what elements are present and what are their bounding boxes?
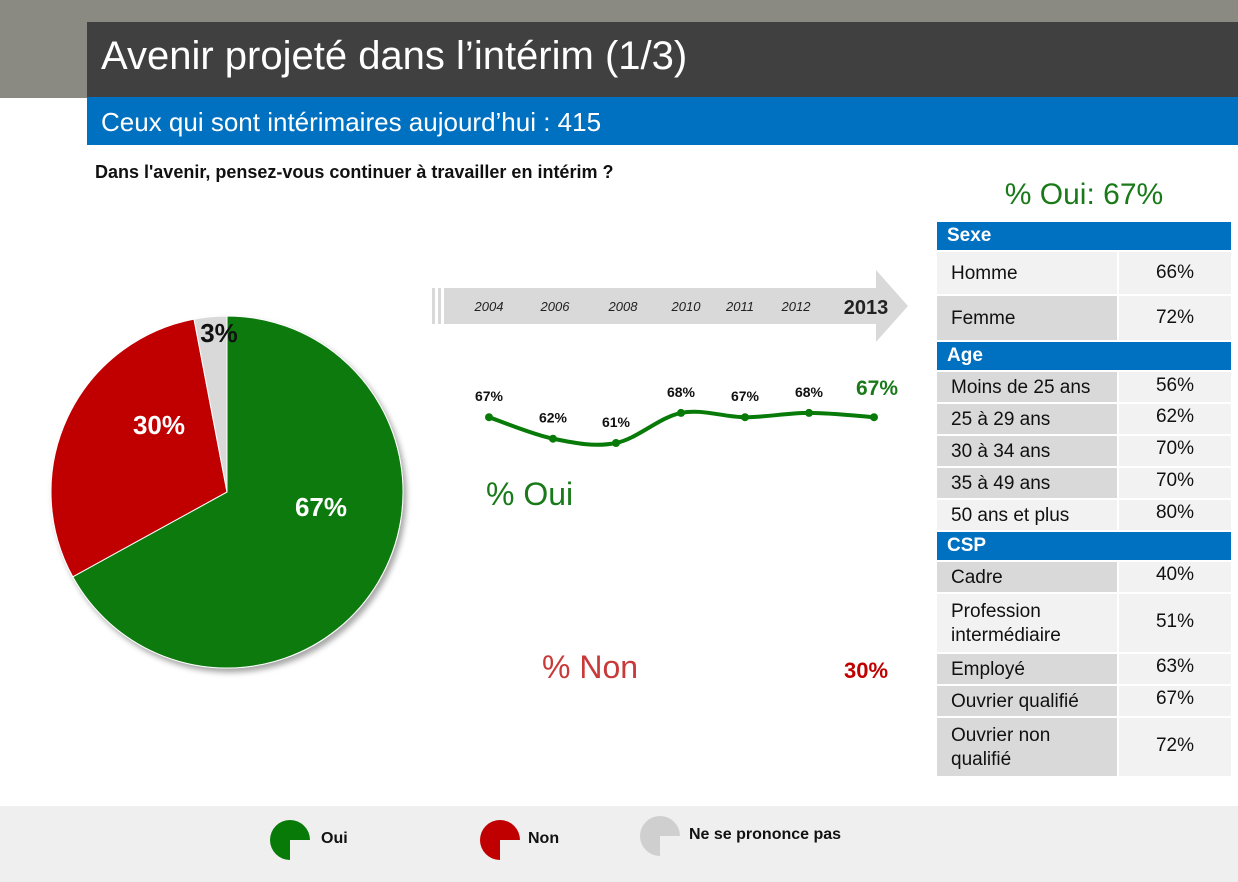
row-value: 70% [1155, 438, 1195, 459]
legend-non-label: Non [528, 830, 560, 847]
timeline-year-label: 2013 [844, 297, 889, 319]
timeline-arrow-stripe [432, 288, 435, 324]
table-row: 30 à 34 ans 70% [937, 436, 1231, 466]
pie-label: 3% [200, 318, 238, 348]
row-label-line2: intermédiaire [951, 625, 1061, 646]
oui-data-label: 68% [795, 384, 824, 400]
row-label: 30 à 34 ans [951, 441, 1051, 462]
table-row: Cadre 40% [937, 562, 1231, 592]
row-label: 35 à 49 ans [951, 473, 1051, 494]
oui-data-label: 62% [539, 410, 568, 426]
oui-series-name: % Oui [486, 476, 573, 512]
table-row: Ouvrier non qualifié 72% [937, 718, 1231, 776]
oui-data-label: 67% [856, 377, 898, 400]
oui-data-label: 68% [667, 384, 696, 400]
legend-nsp-label: Ne se prononce pas [689, 826, 842, 843]
oui-data-label: 67% [731, 388, 760, 404]
row-label: Profession [951, 601, 1041, 622]
pie-label: 30% [133, 410, 185, 440]
pie-chart: 67% 30% 3% [50, 315, 404, 669]
oui-point [870, 413, 878, 422]
table-row: Employé 63% [937, 654, 1231, 684]
timeline-year-label: 2008 [608, 299, 639, 314]
subtitle-bar: Ceux qui sont intérimaires aujourd’hui :… [87, 97, 1238, 145]
row-label: 50 ans et plus [951, 505, 1070, 526]
oui-point [741, 413, 749, 422]
row-label: Ouvrier non [951, 725, 1051, 746]
timeline-year-label: 2012 [781, 299, 812, 314]
section-header-age: Age [937, 342, 1231, 370]
breakdown-title: % Oui: 67% [1004, 178, 1164, 211]
table-row: Moins de 25 ans 56% [937, 372, 1231, 402]
oui-point [549, 434, 557, 443]
table-row: Femme 72% [937, 296, 1231, 340]
table-row: Profession intermédiaire 51% [937, 594, 1231, 652]
row-value: 40% [1155, 564, 1195, 585]
pie-slice-ne-se-prononce-pas [193, 315, 228, 493]
legend-nsp-icon [640, 816, 680, 856]
pie-label: 67% [295, 492, 347, 522]
section-header-csp: CSP [937, 532, 1231, 560]
row-label: Moins de 25 ans [951, 377, 1091, 398]
oui-point [677, 408, 685, 417]
row-value: 56% [1155, 375, 1195, 396]
legend-oui-label: Oui [321, 830, 348, 847]
row-label-line2: qualifié [951, 749, 1012, 770]
timeline-year-label: 2006 [540, 299, 571, 314]
oui-point [805, 408, 813, 417]
row-label: Femme [951, 308, 1016, 329]
row-value: 72% [1155, 735, 1195, 756]
row-label: Cadre [951, 567, 1003, 588]
oui-data-label: 61% [602, 414, 631, 430]
legend-non-icon [480, 820, 520, 860]
non-2013-label: 30% [844, 658, 888, 683]
row-label: 25 à 29 ans [951, 409, 1051, 430]
row-label: Ouvrier qualifié [951, 691, 1079, 712]
timeline-year-label: 2004 [474, 299, 504, 314]
pie-slice-oui [72, 315, 404, 669]
row-value: 63% [1155, 656, 1195, 677]
legend-oui-icon [270, 820, 310, 860]
legend: Oui Non Ne se prononce pas [0, 806, 1238, 882]
row-value: 72% [1155, 307, 1195, 328]
table-row: Homme 66% [937, 252, 1231, 294]
non-series-name: % Non [542, 649, 638, 685]
row-value: 62% [1155, 406, 1195, 427]
row-value: 51% [1155, 611, 1195, 632]
row-value: 70% [1155, 470, 1195, 491]
section-header-sexe: Sexe [937, 222, 1231, 250]
timeline-arrow [444, 270, 908, 342]
page-title: Avenir projeté dans l’intérim (1/3) [101, 34, 688, 78]
row-value: 66% [1155, 262, 1195, 283]
table-row: Ouvrier qualifié 67% [937, 686, 1231, 716]
row-value: 80% [1155, 502, 1195, 523]
pie-slice-non [50, 318, 228, 578]
timeline-arrow-stripe [438, 288, 441, 324]
row-label: Homme [951, 263, 1018, 284]
table-row: 50 ans et plus 80% [937, 500, 1231, 530]
table-row: 25 à 29 ans 62% [937, 404, 1231, 434]
title-bar: Avenir projeté dans l’intérim (1/3) [87, 22, 1238, 97]
oui-data-label: 67% [475, 388, 504, 404]
row-value: 67% [1155, 688, 1195, 709]
timeline-year-label: 2010 [671, 299, 702, 314]
oui-point [612, 439, 620, 447]
oui-point [485, 413, 493, 422]
page-subtitle: Ceux qui sont intérimaires aujourd’hui :… [101, 107, 602, 137]
row-label: Employé [951, 659, 1025, 680]
trend-chart: 2004 2006 2008 2010 2011 2012 2013 67% 62% 61% 68… [432, 270, 908, 685]
timeline-year-label: 2011 [725, 299, 754, 314]
question-text: Dans l'avenir, pensez-vous continuer à t… [95, 162, 614, 182]
table-row: 35 à 49 ans 70% [937, 468, 1231, 498]
